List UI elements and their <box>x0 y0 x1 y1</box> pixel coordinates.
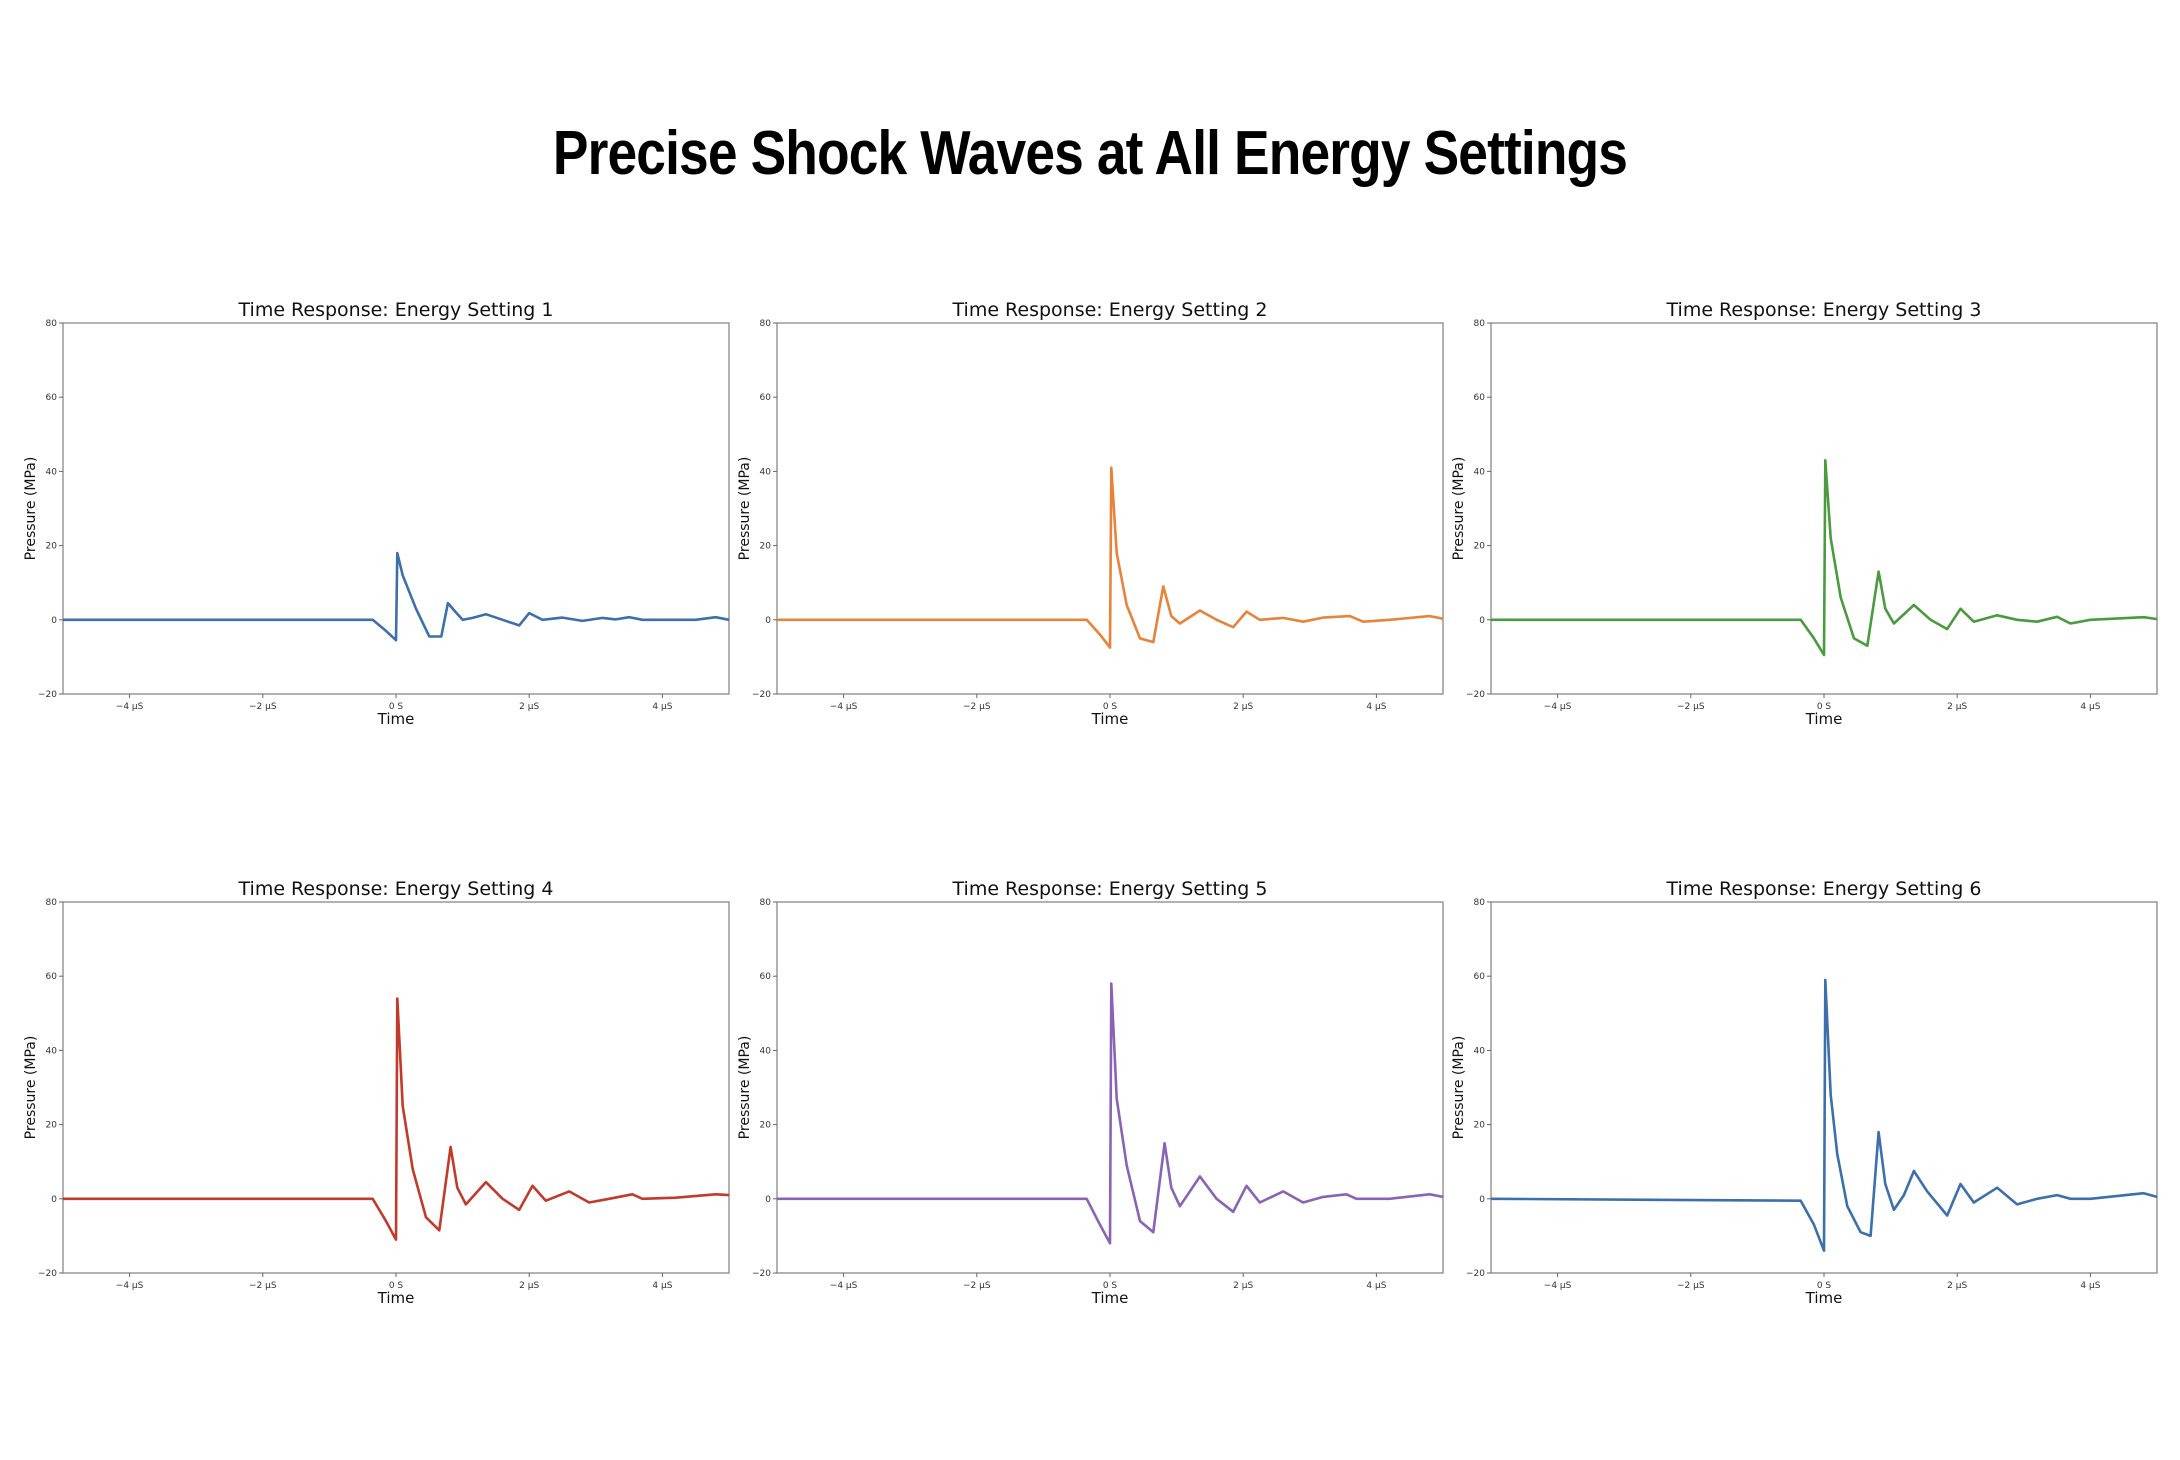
y-tick-label: 60 <box>46 393 58 403</box>
x-tick-label: 0 S <box>1817 702 1832 712</box>
page-title: Precise Shock Waves at All Energy Settin… <box>552 119 1628 188</box>
x-tick-label: −4 µS <box>830 1281 858 1291</box>
series-line <box>63 551 730 642</box>
y-tick-label: −20 <box>38 690 57 700</box>
chart-6: Time Response: Energy Setting 6 −20 0 20 40 6… <box>1451 878 2158 1307</box>
series-line <box>777 982 1444 1245</box>
x-tick-label: −2 µS <box>963 1281 991 1291</box>
series-line <box>63 997 730 1241</box>
y-tick-label: 20 <box>760 542 772 552</box>
chart-title: Time Response: Energy Setting 3 <box>1666 299 1982 321</box>
y-axis-label: Pressure (MPa) <box>23 457 39 561</box>
y-tick-label: 80 <box>760 898 772 908</box>
y-tick-label: 0 <box>1479 616 1485 626</box>
y-tick-label: 80 <box>46 898 58 908</box>
x-axis-label: Time <box>1805 710 1843 728</box>
chart-3: Time Response: Energy Setting 3 −20 0 20 40 6… <box>1451 299 2158 728</box>
series-line <box>1490 978 2158 1252</box>
x-tick-label: 4 µS <box>1366 702 1386 712</box>
y-tick-label: 80 <box>1474 898 1486 908</box>
x-tick-label: 2 µS <box>1233 1281 1253 1291</box>
x-tick-label: 2 µS <box>1947 702 1967 712</box>
x-tick-label: −2 µS <box>1677 1281 1705 1291</box>
y-tick-label: 0 <box>51 616 57 626</box>
x-tick-label: 0 S <box>1103 702 1118 712</box>
x-tick-label: 4 µS <box>2080 702 2100 712</box>
y-tick-label: 20 <box>46 1121 58 1131</box>
y-tick-label: 40 <box>760 467 772 477</box>
chart-title: Time Response: Energy Setting 6 <box>1666 878 1982 900</box>
y-tick-label: 40 <box>1474 1046 1486 1056</box>
y-tick-label: 60 <box>1474 393 1486 403</box>
y-tick-label: 60 <box>1474 972 1486 982</box>
x-tick-label: 0 S <box>389 702 404 712</box>
y-tick-label: 80 <box>1474 319 1486 329</box>
y-tick-label: 80 <box>46 319 58 329</box>
x-tick-label: 4 µS <box>652 1281 672 1291</box>
x-axis-label: Time <box>1805 1289 1843 1307</box>
x-tick-label: 2 µS <box>519 702 539 712</box>
y-tick-label: −20 <box>1466 1269 1485 1279</box>
x-tick-label: −4 µS <box>830 702 858 712</box>
y-axis-label: Pressure (MPa) <box>737 457 753 561</box>
x-axis-label: Time <box>377 710 415 728</box>
x-axis-label: Time <box>1091 710 1129 728</box>
x-axis-label: Time <box>1091 1289 1129 1307</box>
series-line <box>1491 458 2158 657</box>
x-tick-label: 0 S <box>1817 1281 1832 1291</box>
y-axis-label: Pressure (MPa) <box>737 1036 753 1140</box>
y-tick-label: 0 <box>1479 1195 1485 1205</box>
y-tick-label: 80 <box>760 319 772 329</box>
y-tick-label: 20 <box>46 542 58 552</box>
x-tick-label: −2 µS <box>249 1281 277 1291</box>
chart-title: Time Response: Energy Setting 2 <box>952 299 1268 321</box>
y-tick-label: −20 <box>752 1269 771 1279</box>
y-tick-label: −20 <box>1466 690 1485 700</box>
y-tick-label: −20 <box>752 690 771 700</box>
x-tick-label: 2 µS <box>1947 1281 1967 1291</box>
y-tick-label: 20 <box>1474 542 1486 552</box>
chart-title: Time Response: Energy Setting 5 <box>952 878 1268 900</box>
y-tick-label: 20 <box>1474 1121 1486 1131</box>
x-tick-label: −4 µS <box>116 1281 144 1291</box>
chart-1: Time Response: Energy Setting 1 −20 0 20 40 6… <box>23 299 730 728</box>
chart-title: Time Response: Energy Setting 4 <box>238 878 554 900</box>
x-tick-label: 0 S <box>1103 1281 1118 1291</box>
y-axis-label: Pressure (MPa) <box>1451 1036 1467 1140</box>
x-tick-label: −4 µS <box>1544 702 1572 712</box>
x-tick-label: 0 S <box>389 1281 404 1291</box>
y-tick-label: 0 <box>765 616 771 626</box>
x-tick-label: −2 µS <box>249 702 277 712</box>
x-tick-label: 4 µS <box>2080 1281 2100 1291</box>
x-tick-label: 4 µS <box>652 702 672 712</box>
y-tick-label: 60 <box>760 393 772 403</box>
chart-4: Time Response: Energy Setting 4 −20 0 20 40 6… <box>23 878 730 1307</box>
y-tick-label: 0 <box>51 1195 57 1205</box>
x-tick-label: 4 µS <box>1366 1281 1386 1291</box>
chart-title: Time Response: Energy Setting 1 <box>238 299 554 321</box>
x-tick-label: −4 µS <box>1544 1281 1572 1291</box>
y-tick-label: 40 <box>760 1046 772 1056</box>
y-tick-label: 40 <box>46 467 58 477</box>
series-line <box>777 466 1444 649</box>
y-tick-label: 40 <box>46 1046 58 1056</box>
y-tick-label: 60 <box>760 972 772 982</box>
x-tick-label: −2 µS <box>963 702 991 712</box>
y-tick-label: −20 <box>38 1269 57 1279</box>
x-tick-label: −4 µS <box>116 702 144 712</box>
chart-2: Time Response: Energy Setting 2 −20 0 20 40 6… <box>737 299 1444 728</box>
y-tick-label: 60 <box>46 972 58 982</box>
y-tick-label: 20 <box>760 1121 772 1131</box>
x-tick-label: 2 µS <box>519 1281 539 1291</box>
x-axis-label: Time <box>377 1289 415 1307</box>
y-tick-label: 0 <box>765 1195 771 1205</box>
y-tick-label: 40 <box>1474 467 1486 477</box>
y-axis-label: Pressure (MPa) <box>23 1036 39 1140</box>
y-axis-label: Pressure (MPa) <box>1451 457 1467 561</box>
x-tick-label: −2 µS <box>1677 702 1705 712</box>
x-tick-label: 2 µS <box>1233 702 1253 712</box>
chart-5: Time Response: Energy Setting 5 −20 0 20 40 6… <box>737 878 1444 1307</box>
